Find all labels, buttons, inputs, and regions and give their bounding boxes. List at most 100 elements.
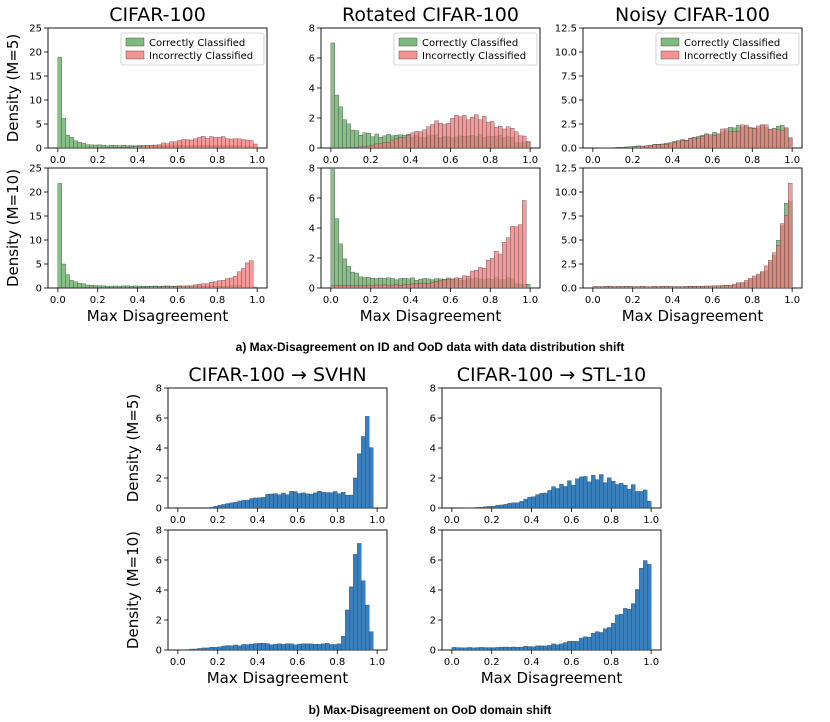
histogram-bar bbox=[301, 643, 306, 651]
x-tick-label: 0.8 bbox=[329, 657, 345, 668]
histogram-bar bbox=[458, 116, 463, 149]
histogram-bar bbox=[644, 145, 649, 149]
histogram-bar bbox=[233, 644, 238, 651]
histogram-bar bbox=[277, 494, 282, 509]
histogram-bar bbox=[221, 645, 226, 651]
histogram-bar bbox=[652, 144, 657, 149]
chart-b21: 0.0 0.2 0.4 0.6 0.8 1.0 0 2 4 6 8 Max Disagreement D… bbox=[124, 526, 388, 687]
histogram-bar bbox=[345, 494, 350, 509]
chart-title: CIFAR-100 bbox=[109, 4, 206, 26]
histogram-bar bbox=[321, 491, 326, 509]
histogram-bar bbox=[217, 646, 222, 651]
x-tick-label: 0.0 bbox=[323, 155, 339, 166]
histogram-bar bbox=[261, 643, 266, 651]
histogram-bar bbox=[442, 279, 447, 289]
histogram-bar bbox=[330, 285, 335, 289]
x-tick-label: 1.0 bbox=[522, 295, 538, 306]
x-tick-label: 0.4 bbox=[250, 657, 266, 668]
y-tick-label: 6 bbox=[156, 556, 162, 567]
histogram-bar bbox=[237, 645, 242, 651]
histogram-bar bbox=[285, 494, 290, 509]
histogram-bar bbox=[446, 279, 451, 289]
x-tick-label: 0.0 bbox=[444, 657, 460, 668]
chart-b11: 0.0 0.2 0.4 0.6 0.8 1.0 0 2 4 6 8 CIFAR-100 → SVHN D… bbox=[124, 364, 388, 526]
histogram-bar bbox=[627, 609, 632, 651]
histogram-bar bbox=[229, 138, 234, 149]
histogram-bar bbox=[366, 284, 371, 289]
histogram-bar bbox=[370, 144, 375, 149]
y-tick-label: 0.0 bbox=[561, 144, 577, 155]
histogram-bar bbox=[599, 632, 604, 651]
histogram-bar bbox=[434, 281, 439, 289]
x-tick-label: 0.4 bbox=[665, 155, 681, 166]
histogram-bar bbox=[454, 277, 459, 289]
x-tick-label: 0.4 bbox=[524, 657, 540, 668]
x-tick-label: 0.8 bbox=[209, 155, 225, 166]
histogram-bar bbox=[213, 281, 218, 289]
histogram-bar bbox=[313, 492, 318, 509]
x-tick-label: 0.2 bbox=[363, 155, 379, 166]
histogram-bar bbox=[77, 287, 82, 289]
histogram-bar bbox=[257, 643, 262, 651]
histogram-bar bbox=[616, 286, 621, 289]
histogram-bar bbox=[410, 283, 415, 289]
histogram-bar bbox=[334, 218, 339, 289]
plot-frame bbox=[47, 167, 268, 289]
histogram-bar bbox=[551, 643, 556, 651]
histogram-bar bbox=[483, 647, 488, 651]
histogram-bar bbox=[692, 137, 697, 149]
histogram-bar bbox=[153, 144, 158, 149]
histogram-bar bbox=[523, 645, 528, 651]
histogram-bar bbox=[73, 281, 78, 289]
histogram-bar bbox=[61, 263, 66, 289]
y-tick-label: 8 bbox=[156, 384, 162, 395]
histogram-bar bbox=[426, 126, 431, 149]
histogram-bar bbox=[422, 129, 427, 149]
histogram-bar bbox=[365, 416, 370, 509]
x-tick-label: 0.6 bbox=[704, 295, 720, 306]
histogram-bar bbox=[543, 492, 548, 509]
histogram-bar bbox=[644, 286, 649, 289]
y-tick-label: 0 bbox=[430, 504, 436, 515]
x-tick-label: 0.6 bbox=[563, 515, 579, 526]
legend-label: Incorrectly Classified bbox=[684, 51, 788, 62]
y-tick-label: 6 bbox=[156, 414, 162, 425]
histogram-bar bbox=[386, 142, 391, 149]
histogram-bar bbox=[430, 282, 435, 289]
histogram-bar bbox=[357, 453, 362, 509]
x-tick-label: 0.2 bbox=[90, 155, 106, 166]
chart-title: CIFAR-100 → SVHN bbox=[188, 364, 366, 386]
histogram-bar bbox=[390, 139, 395, 149]
histogram-bar bbox=[354, 147, 359, 149]
histogram-bar bbox=[265, 494, 270, 509]
y-tick-label: 2 bbox=[156, 616, 162, 627]
histogram-bar bbox=[233, 275, 238, 289]
y-tick-label: 10.0 bbox=[555, 48, 577, 59]
y-tick-label: 12.5 bbox=[555, 164, 577, 175]
histogram-bar bbox=[333, 644, 338, 651]
y-tick-label: 7.5 bbox=[561, 212, 577, 223]
histogram-bar bbox=[475, 507, 480, 509]
legend-swatch-correct bbox=[398, 37, 418, 47]
histogram-bar bbox=[708, 285, 713, 289]
histogram-bar bbox=[125, 146, 130, 149]
histogram-bar bbox=[161, 142, 166, 149]
histogram-bar bbox=[643, 489, 648, 509]
histogram-bar bbox=[652, 286, 657, 289]
histogram-bar bbox=[672, 142, 677, 149]
histogram-bar bbox=[507, 503, 512, 509]
histogram-bar bbox=[269, 493, 274, 509]
histogram-bar bbox=[788, 183, 793, 289]
x-tick-label: 0.2 bbox=[484, 515, 500, 526]
histogram-bar bbox=[716, 285, 721, 289]
histogram-bar bbox=[390, 284, 395, 289]
histogram-bar bbox=[623, 485, 628, 509]
histogram-bar bbox=[628, 286, 633, 289]
histogram-bar bbox=[61, 118, 66, 149]
histogram-bar bbox=[229, 277, 234, 289]
y-tick-label: 6 bbox=[430, 414, 436, 425]
x-tick-label: 0.8 bbox=[209, 295, 225, 306]
legend-label: Correctly Classified bbox=[149, 38, 245, 49]
histogram-bar bbox=[197, 137, 202, 149]
histogram-bar bbox=[680, 140, 685, 149]
